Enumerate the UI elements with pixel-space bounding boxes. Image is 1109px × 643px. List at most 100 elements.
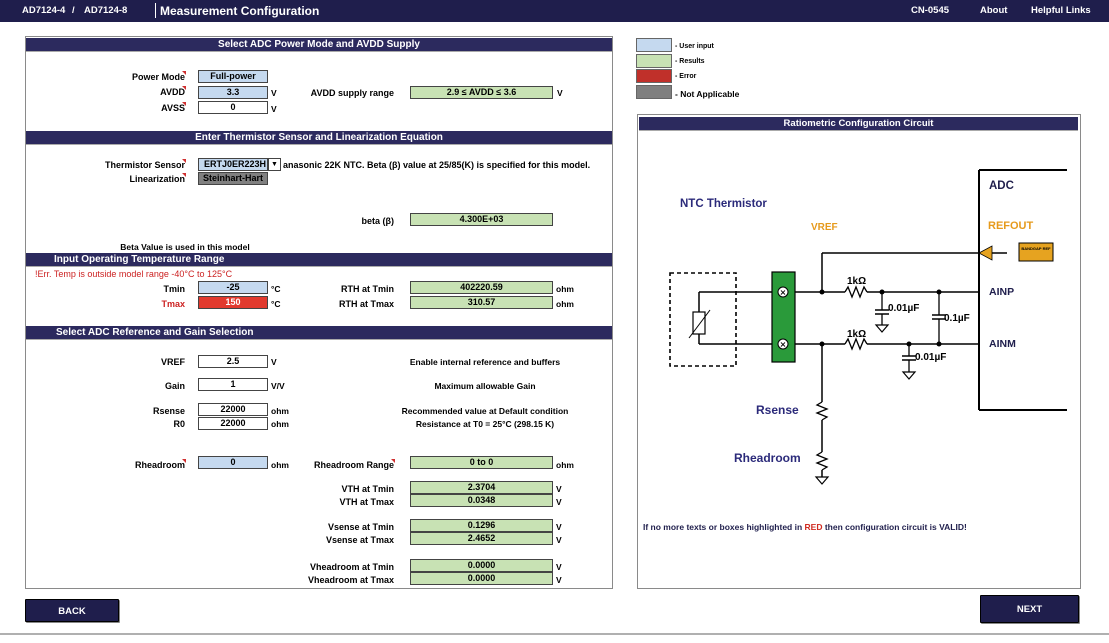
thermistor-note: anasonic 22K NTC. Beta (β) value at 25/8… <box>283 160 591 170</box>
rheadroom-range-label: Rheadroom Range <box>300 459 395 470</box>
gain-unit: V/V <box>271 381 285 391</box>
gain-label: Gain <box>164 381 185 391</box>
circuit-diagram: × × <box>669 169 1067 485</box>
r0-input[interactable]: 22000 <box>198 417 268 430</box>
vth-tmin-result: 2.3704 <box>410 481 553 494</box>
ground-icon-2 <box>901 371 917 380</box>
part-ad7124-4[interactable]: AD7124-4 <box>22 5 66 16</box>
about-link[interactable]: About <box>980 5 1008 16</box>
top-bar: AD7124-4 / AD7124-8 Measurement Configur… <box>0 0 1109 22</box>
avdd-range-unit: V <box>557 88 563 98</box>
power-mode-select[interactable]: Full-power <box>198 70 268 83</box>
adc-label: ADC <box>989 180 1014 192</box>
c3-label: 0.01µF <box>915 352 947 363</box>
vth-tmax-result: 0.0348 <box>410 494 553 507</box>
r1-label: 1kΩ <box>847 276 867 287</box>
bandgap-ref-block <box>1018 242 1054 262</box>
rth-tmax-label: RTH at Tmax <box>338 299 394 309</box>
vref-input[interactable]: 2.5 <box>198 355 268 368</box>
avdd-range-label: AVDD supply range <box>310 88 394 98</box>
helpful-links-link[interactable]: Helpful Links <box>1031 5 1091 16</box>
refout-buffer-icon <box>978 245 993 261</box>
thermistor-sensor-label: Thermistor Sensor <box>90 159 186 170</box>
vsense-tmax-unit: V <box>556 535 562 545</box>
rheadroom-circuit-label: Rheadroom <box>734 451 801 465</box>
avdd-label: AVDD <box>100 86 186 97</box>
rsense-resistor <box>815 401 829 421</box>
vsense-tmax-result: 2.4652 <box>410 532 553 545</box>
resistor-top <box>844 285 868 299</box>
legend-na-swatch <box>636 85 672 99</box>
legend-results-text: - Results <box>675 58 705 65</box>
tmax-label: Tmax <box>161 299 185 309</box>
tmax-unit: °C <box>271 299 281 309</box>
rheadroom-label: Rheadroom <box>100 459 186 470</box>
vref-circuit-label: VREF <box>811 222 838 233</box>
rth-tmin-unit: ohm <box>556 284 574 294</box>
rsense-input[interactable]: 22000 <box>198 403 268 416</box>
linearization-select[interactable]: Steinhart-Hart <box>198 172 268 185</box>
legend-error-swatch <box>636 69 672 83</box>
thermistor-sensor-select[interactable]: ERTJ0ER223H <box>198 158 268 171</box>
rsense-note: Recommended value at Default condition <box>401 406 569 416</box>
gain-input[interactable]: 1 <box>198 378 268 391</box>
beta-note: Beta Value is used in this model <box>120 242 250 252</box>
section-temperature-header: Input Operating Temperature Range <box>26 253 612 267</box>
vth-tmax-label: VTH at Tmax <box>339 497 394 507</box>
rheadroom-resistor <box>815 451 829 471</box>
rth-tmin-result: 402220.59 <box>410 281 553 294</box>
vref-label: VREF <box>160 357 185 367</box>
circuit-note-link[interactable]: CN-0545 <box>911 5 950 16</box>
ainm-label: AINM <box>989 338 1016 350</box>
rheadroom-input[interactable]: 0 <box>198 456 268 469</box>
tmin-unit: °C <box>271 284 281 294</box>
avdd-input[interactable]: 3.3 <box>198 86 268 99</box>
legend-user-input-swatch <box>636 38 672 52</box>
vsense-tmin-label: Vsense at Tmin <box>327 522 394 532</box>
c1-label: 0.01µF <box>888 303 920 314</box>
r0-unit: ohm <box>271 419 289 429</box>
avss-input[interactable]: 0 <box>198 101 268 114</box>
title-divider <box>155 3 156 18</box>
thermistor-dashed-box <box>669 272 737 367</box>
legend-results-swatch <box>636 54 672 68</box>
tmax-input[interactable]: 150 <box>198 296 268 309</box>
rsense-unit: ohm <box>271 406 289 416</box>
terminal-block <box>771 271 796 363</box>
vheadroom-tmax-label: Vheadroom at Tmax <box>307 575 394 585</box>
tmin-input[interactable]: -25 <box>198 281 268 294</box>
r2-label: 1kΩ <box>847 329 867 340</box>
section-thermistor-header: Enter Thermistor Sensor and Linearizatio… <box>26 131 612 145</box>
vsense-tmin-unit: V <box>556 522 562 532</box>
bottom-divider <box>0 633 1109 635</box>
status-red-word: RED <box>804 522 823 532</box>
vsense-tmin-result: 0.1296 <box>410 519 553 532</box>
back-button[interactable]: BACK <box>25 599 119 622</box>
beta-label: beta (β) <box>361 216 395 226</box>
beta-result: 4.300E+03 <box>410 213 553 226</box>
terminal-screw-top <box>777 286 789 298</box>
avdd-range-result: 2.9 ≤ AVDD ≤ 3.6 <box>410 86 553 99</box>
vth-tmin-unit: V <box>556 484 562 494</box>
vheadroom-tmax-result: 0.0000 <box>410 572 553 585</box>
vth-tmin-label: VTH at Tmin <box>341 484 394 494</box>
gain-note: Maximum allowable Gain <box>434 381 536 391</box>
resistor-bottom <box>844 337 868 351</box>
rsense-circuit-label: Rsense <box>756 403 799 417</box>
vheadroom-tmin-label: Vheadroom at Tmin <box>309 562 394 572</box>
refout-label: REFOUT <box>988 220 1034 232</box>
legend-user-input-text: - User input <box>675 43 714 50</box>
page-title: Measurement Configuration <box>160 4 320 18</box>
part-ad7124-8[interactable]: AD7124-8 <box>84 5 128 16</box>
rheadroom-unit: ohm <box>271 460 289 470</box>
rth-tmax-unit: ohm <box>556 299 574 309</box>
next-button[interactable]: NEXT <box>980 595 1079 623</box>
section-reference-header: Select ADC Reference and Gain Selection <box>26 326 612 340</box>
chevron-down-icon[interactable]: ▼ <box>268 158 281 171</box>
svg-text:×: × <box>780 288 787 297</box>
terminal-screw-bottom <box>777 338 789 350</box>
ntc-thermistor-label: NTC Thermistor <box>680 198 767 210</box>
avss-label: AVSS <box>100 102 186 113</box>
avdd-unit: V <box>271 88 277 98</box>
vheadroom-tmin-unit: V <box>556 562 562 572</box>
